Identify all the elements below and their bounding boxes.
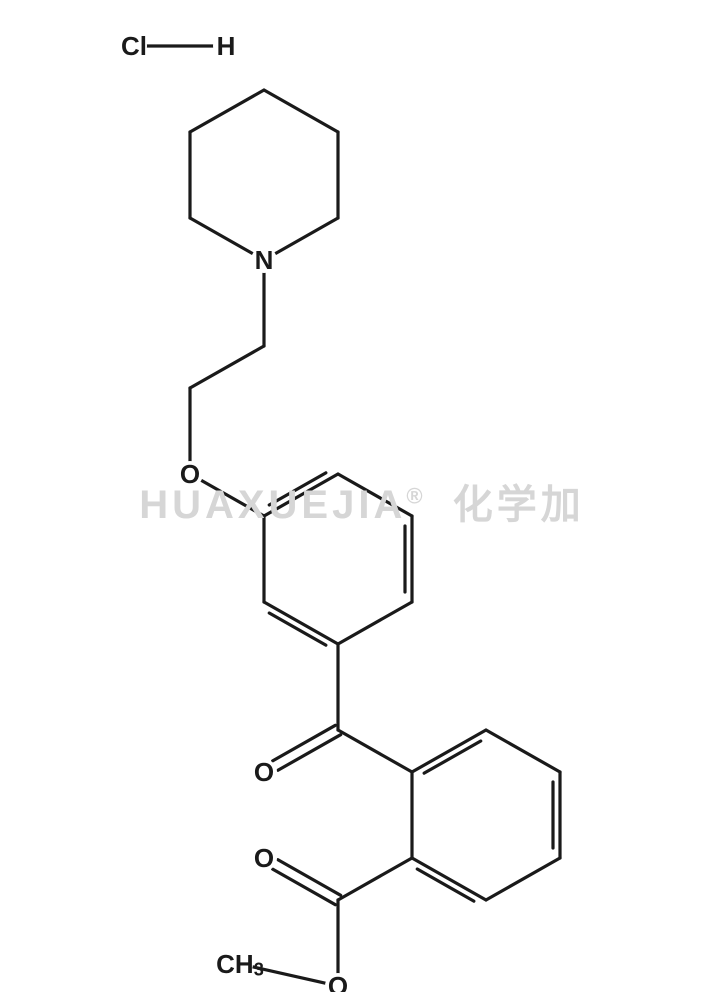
svg-text:O: O <box>328 971 348 992</box>
svg-text:CH3: CH3 <box>216 949 264 980</box>
svg-text:Cl: Cl <box>121 31 147 61</box>
molecule-svg: H Cl N O O O O CH3 <box>0 0 724 992</box>
svg-text:O: O <box>254 843 274 873</box>
chemical-structure-diagram: HClNOOOOCH3 HUAXUEJIA® 化学加 <box>0 0 724 992</box>
svg-text:O: O <box>254 757 274 787</box>
svg-text:N: N <box>255 245 274 275</box>
svg-text:O: O <box>180 459 200 489</box>
svg-text:H: H <box>217 31 236 61</box>
